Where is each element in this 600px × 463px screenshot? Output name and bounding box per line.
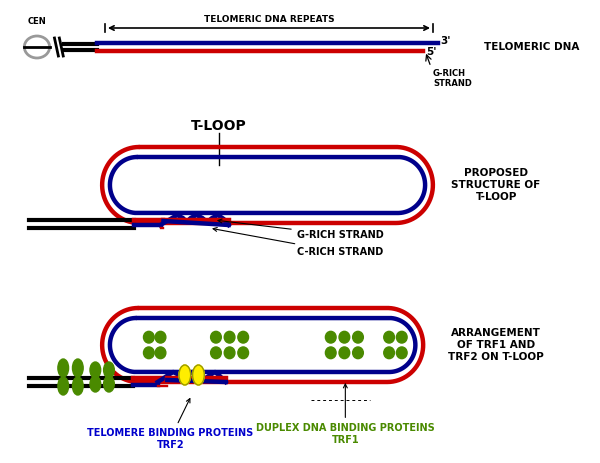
Ellipse shape: [325, 347, 336, 359]
Ellipse shape: [211, 347, 221, 359]
Text: TELOMERIC DNA REPEATS: TELOMERIC DNA REPEATS: [203, 15, 334, 24]
Text: CEN: CEN: [28, 18, 46, 26]
Ellipse shape: [339, 332, 350, 343]
Text: G-RICH
STRAND: G-RICH STRAND: [433, 69, 472, 88]
Ellipse shape: [179, 365, 191, 385]
Ellipse shape: [325, 332, 336, 343]
Text: TELOMERE BINDING PROTEINS
TRF2: TELOMERE BINDING PROTEINS TRF2: [87, 399, 253, 450]
Ellipse shape: [193, 365, 204, 385]
Ellipse shape: [143, 347, 154, 359]
Ellipse shape: [90, 376, 101, 392]
Text: T-LOOP: T-LOOP: [191, 119, 247, 133]
Ellipse shape: [58, 359, 68, 377]
Ellipse shape: [104, 362, 115, 378]
Text: G-RICH STRAND: G-RICH STRAND: [218, 219, 383, 240]
Text: TELOMERIC DNA: TELOMERIC DNA: [484, 42, 580, 52]
Ellipse shape: [73, 359, 83, 377]
Ellipse shape: [155, 347, 166, 359]
Text: DUPLEX DNA BINDING PROTEINS
TRF1: DUPLEX DNA BINDING PROTEINS TRF1: [256, 384, 435, 444]
Ellipse shape: [143, 332, 154, 343]
Text: PROPOSED
STRUCTURE OF
T-LOOP: PROPOSED STRUCTURE OF T-LOOP: [451, 169, 541, 201]
Ellipse shape: [397, 332, 407, 343]
Ellipse shape: [384, 332, 394, 343]
Ellipse shape: [397, 347, 407, 359]
Ellipse shape: [104, 376, 115, 392]
Text: ARRANGEMENT
OF TRF1 AND
TRF2 ON T-LOOP: ARRANGEMENT OF TRF1 AND TRF2 ON T-LOOP: [448, 328, 544, 362]
Ellipse shape: [353, 332, 364, 343]
Ellipse shape: [384, 347, 394, 359]
Ellipse shape: [73, 377, 83, 395]
Ellipse shape: [224, 347, 235, 359]
Ellipse shape: [339, 347, 350, 359]
Ellipse shape: [155, 332, 166, 343]
Ellipse shape: [353, 347, 364, 359]
Ellipse shape: [238, 332, 248, 343]
Text: 3': 3': [440, 36, 451, 46]
Text: 5': 5': [426, 47, 437, 57]
Ellipse shape: [238, 347, 248, 359]
Ellipse shape: [58, 377, 68, 395]
Ellipse shape: [224, 332, 235, 343]
Text: C-RICH STRAND: C-RICH STRAND: [213, 227, 383, 257]
Ellipse shape: [90, 362, 101, 378]
Ellipse shape: [211, 332, 221, 343]
